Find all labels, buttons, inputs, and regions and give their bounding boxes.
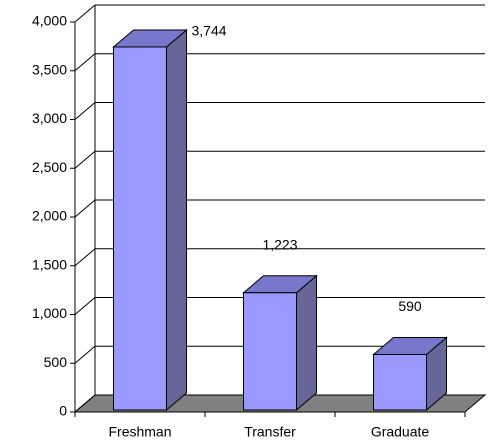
value-label: 590 (398, 298, 422, 314)
value-label: 1,223 (262, 236, 297, 252)
y-tick-label: 3,500 (32, 61, 67, 77)
x-tick-label: Graduate (371, 424, 430, 440)
y-tick-label: 2,500 (32, 159, 67, 175)
y-tick-label: 500 (44, 354, 68, 370)
grid-line-depth (74, 297, 96, 315)
grid-line-depth (74, 53, 96, 72)
grid-line-depth (74, 199, 96, 218)
x-tick-label: Freshman (108, 424, 171, 440)
grid-line-depth (74, 102, 96, 120)
bar-side (296, 274, 317, 412)
bar (243, 292, 297, 411)
grid-line-depth (74, 394, 96, 413)
y-tick-label: 4,000 (32, 13, 67, 29)
y-tick-label: 0 (59, 403, 67, 419)
grid-line-depth (74, 345, 96, 364)
bar-side (166, 28, 187, 412)
grid-line-depth (74, 150, 96, 169)
bar (113, 46, 167, 411)
y-tick-label: 1,500 (32, 256, 67, 272)
grid-line-depth (74, 4, 96, 23)
grid-line-depth (74, 248, 96, 267)
bar (373, 353, 427, 411)
value-label: 3,744 (192, 23, 227, 39)
y-tick-label: 1,000 (32, 305, 67, 321)
y-tick-label: 2,000 (32, 208, 67, 224)
y-tick-label: 3,000 (32, 110, 67, 126)
x-tick-label: Transfer (244, 424, 296, 440)
